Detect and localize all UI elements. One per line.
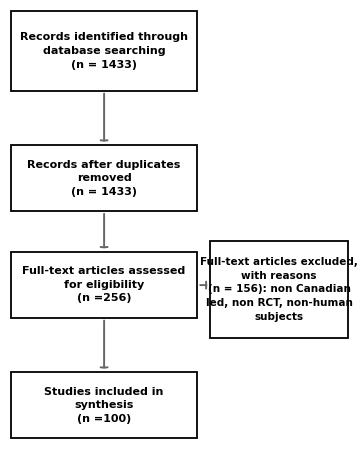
Bar	[11, 145, 197, 211]
Text: Records identified through
database searching
(n = 1433): Records identified through database sear…	[20, 33, 188, 69]
Bar	[11, 11, 197, 91]
Text: Studies included in
synthesis
(n =100): Studies included in synthesis (n =100)	[45, 387, 164, 424]
Bar	[11, 372, 197, 438]
Bar	[11, 252, 197, 318]
Text: Records after duplicates
removed
(n = 1433): Records after duplicates removed (n = 14…	[27, 160, 181, 197]
Text: Full-text articles assessed
for eligibility
(n =256): Full-text articles assessed for eligibil…	[23, 266, 186, 303]
Text: Full-text articles excluded,
with reasons
(n = 156): non Canadian
led, non RCT, : Full-text articles excluded, with reason…	[200, 257, 358, 321]
Bar	[210, 241, 348, 338]
